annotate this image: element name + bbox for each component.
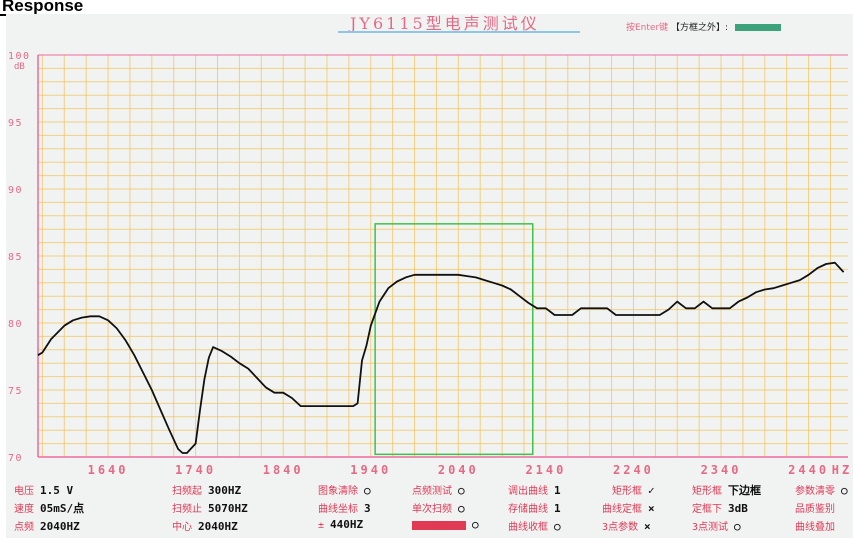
- param-point-freq[interactable]: 点频 2040HZ: [14, 518, 80, 533]
- y-tick-label: 70: [8, 453, 23, 464]
- param-label: 曲线叠加: [795, 522, 835, 533]
- param-load-curve[interactable]: 调出曲线 1: [508, 482, 561, 497]
- marker-box: [374, 223, 534, 456]
- param-label: 扫频止: [172, 504, 202, 515]
- param-label: 单次扫频: [412, 504, 452, 515]
- y-tick-label: 90: [8, 185, 23, 196]
- param-value: 2040HZ: [40, 520, 80, 533]
- param-curve-axis[interactable]: 曲线坐标 3: [318, 500, 371, 515]
- param-save-curve[interactable]: 存储曲线 1: [508, 500, 561, 515]
- param-label: 扫频起: [172, 486, 202, 497]
- response-curve: [37, 261, 845, 454]
- param-label: 3点参数: [602, 522, 639, 533]
- param-label: 参数清零: [795, 486, 835, 497]
- x-tick-label: 1840: [263, 463, 304, 477]
- param-value: ○: [364, 484, 371, 497]
- y-unit-label: dB: [14, 62, 25, 72]
- param-label: 曲线收框: [508, 522, 548, 533]
- param-label: ±: [318, 520, 325, 531]
- param-curve-collect[interactable]: 曲线收框 ○: [508, 518, 561, 533]
- x-tick-label: 1640: [88, 463, 129, 477]
- y-tick-label: 85: [8, 252, 23, 263]
- param-value: 5070HZ: [208, 502, 248, 515]
- status-text: 【方框之外】:: [671, 23, 729, 33]
- param-sweep-start[interactable]: 扫频起 300HZ: [172, 482, 241, 497]
- param-rect-box[interactable]: 矩形框 ✓: [612, 482, 655, 497]
- x-tick-label: 1940: [350, 463, 391, 477]
- param-label: 中心: [172, 522, 192, 533]
- y-tick-label: 95: [8, 118, 23, 129]
- param-sweep-stop[interactable]: 扫频止 5070HZ: [172, 500, 248, 515]
- param-clear-image[interactable]: 图象清除 ○: [318, 482, 371, 497]
- param-quality-check[interactable]: 品质鉴别: [795, 500, 841, 515]
- param-center[interactable]: 中心 2040HZ: [172, 518, 238, 533]
- x-tick-label: 2040: [438, 463, 479, 477]
- param-value: 下边框: [728, 484, 761, 497]
- x-tick-label: 2340: [701, 463, 742, 477]
- param-point-test[interactable]: 点频测试 ○: [412, 482, 465, 497]
- x-tick-label: 1740: [175, 463, 216, 477]
- param-value: 1: [554, 502, 561, 515]
- param-value: 3: [364, 502, 371, 515]
- y-tick-label: 75: [8, 386, 23, 397]
- title-underline: [338, 31, 580, 33]
- param-value: 3dB: [728, 502, 748, 515]
- param-label: 速度: [14, 504, 34, 515]
- param-value: 1: [554, 484, 561, 497]
- param-highlighted-option[interactable]: ○: [412, 518, 479, 531]
- param-label: 品质鉴别: [795, 504, 835, 515]
- x-tick-label: 2240: [613, 463, 654, 477]
- param-single-sweep[interactable]: 单次扫频 ○: [412, 500, 465, 515]
- instrument-screen: [6, 14, 853, 538]
- param-box-lower[interactable]: 定框下 3dB: [692, 500, 748, 515]
- param-label: 图象清除: [318, 486, 358, 497]
- param-label: 矩形框: [612, 486, 642, 497]
- param-label: 曲线定框: [602, 504, 642, 515]
- param-curve-overlay[interactable]: 曲线叠加: [795, 518, 841, 533]
- x-tick-label: 2440: [788, 463, 829, 477]
- param-value: ○: [472, 518, 479, 531]
- selection-highlight: [412, 520, 466, 530]
- param-voltage[interactable]: 电压 1.5 V: [14, 482, 73, 497]
- param-label: 点频测试: [412, 486, 452, 497]
- param-value: ○: [734, 520, 741, 533]
- x-tick-label: 2140: [525, 463, 566, 477]
- param-value: ×: [644, 520, 651, 533]
- param-label: 调出曲线: [508, 486, 548, 497]
- param-span[interactable]: ±440HZ: [318, 518, 363, 531]
- param-value: 300HZ: [208, 484, 242, 497]
- param-value: ○: [458, 502, 465, 515]
- param-rect-bottom[interactable]: 矩形框 下边框: [692, 482, 761, 498]
- param-value: 440HZ: [330, 518, 364, 531]
- status-hint: 按Enter键: [626, 23, 669, 33]
- param-value: ○: [841, 484, 848, 497]
- param-reset[interactable]: 参数清零 ○: [795, 482, 848, 497]
- param-label: 存储曲线: [508, 504, 548, 515]
- param-3pt-test[interactable]: 3点测试 ○: [692, 518, 741, 533]
- status-indicator: [734, 24, 781, 31]
- param-label: 曲线坐标: [318, 504, 358, 515]
- param-value: ○: [554, 520, 561, 533]
- param-value: ○: [458, 484, 465, 497]
- parameter-panel: 电压 1.5 V 扫频起 300HZ 图象清除 ○ 点频测试 ○ 调出曲线 1 矩形框 ✓ …: [0, 470, 853, 538]
- param-label: 定框下: [692, 504, 722, 515]
- y-tick-label: 100: [8, 51, 31, 62]
- instrument-title: JY6115型电声测试仪: [350, 14, 540, 33]
- param-label: 矩形框: [692, 486, 722, 497]
- param-speed[interactable]: 速度 05mS/点: [14, 500, 84, 516]
- x-tick-label: HZ: [832, 463, 852, 477]
- param-value: ×: [648, 502, 655, 515]
- param-label: 电压: [14, 486, 34, 497]
- param-value: ✓: [648, 484, 655, 497]
- param-value: 2040HZ: [198, 520, 238, 533]
- param-value: 05mS/点: [40, 502, 85, 515]
- param-value: 1.5 V: [40, 484, 74, 497]
- param-curve-fix-box[interactable]: 曲线定框 ×: [602, 500, 655, 515]
- param-label: 点频: [14, 522, 34, 533]
- param-3pt-params[interactable]: 3点参数 ×: [602, 518, 651, 533]
- param-label: 3点测试: [692, 522, 729, 533]
- status-area: 按Enter键 【方框之外】:: [626, 20, 781, 33]
- y-tick-label: 80: [8, 319, 23, 330]
